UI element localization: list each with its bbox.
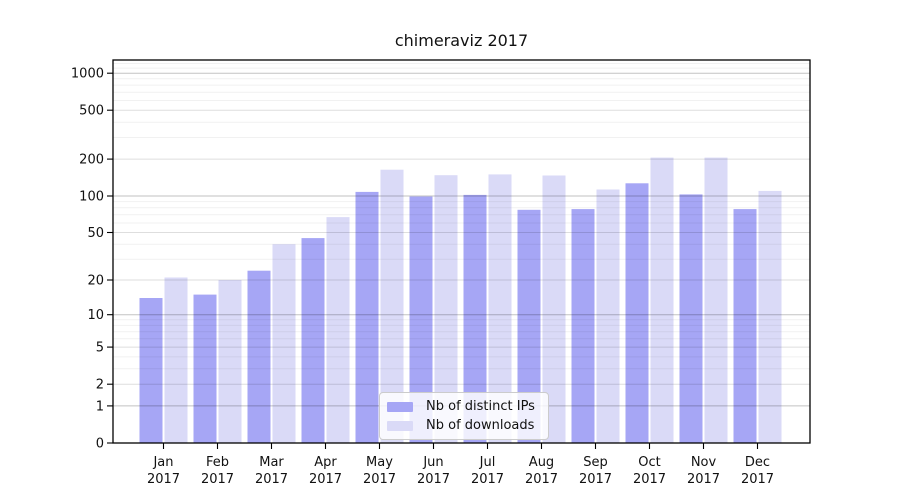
legend-item-downloads: Nb of downloads bbox=[387, 418, 535, 433]
bar-distinct-ips-5 bbox=[409, 196, 433, 443]
y-tick-label: 500 bbox=[79, 104, 104, 119]
y-tick-label: 0 bbox=[96, 437, 104, 452]
bar-downloads-1 bbox=[218, 280, 242, 443]
x-tick-label-month: Aug bbox=[529, 455, 554, 470]
x-tick-label-month: Apr bbox=[314, 455, 337, 470]
x-tick-label-month: Jun bbox=[422, 455, 443, 470]
legend: Nb of distinct IPs Nb of downloads bbox=[379, 392, 549, 440]
bar-downloads-5 bbox=[434, 175, 458, 443]
bar-downloads-9 bbox=[650, 157, 674, 443]
x-tick-label-year: 2017 bbox=[579, 472, 612, 487]
x-tick-label-year: 2017 bbox=[201, 472, 234, 487]
x-tick-label-month: Mar bbox=[259, 455, 284, 470]
legend-item-distinct-ips: Nb of distinct IPs bbox=[387, 399, 535, 414]
bar-distinct-ips-11 bbox=[733, 209, 757, 443]
bar-distinct-ips-6 bbox=[463, 194, 487, 443]
bar-distinct-ips-1 bbox=[193, 294, 217, 443]
x-tick-label-year: 2017 bbox=[363, 472, 396, 487]
plot-border bbox=[112, 59, 811, 444]
x-tick-label-year: 2017 bbox=[255, 472, 288, 487]
bar-distinct-ips-3 bbox=[301, 238, 325, 443]
bar-distinct-ips-9 bbox=[625, 183, 649, 444]
x-tick-label-year: 2017 bbox=[309, 472, 342, 487]
x-tick-label-month: May bbox=[366, 455, 393, 470]
x-tick-label-year: 2017 bbox=[417, 472, 450, 487]
y-tick-label: 1 bbox=[96, 399, 104, 414]
bar-downloads-6 bbox=[488, 174, 512, 443]
bar-distinct-ips-2 bbox=[247, 270, 271, 443]
legend-swatch-distinct-ips bbox=[387, 401, 413, 412]
x-tick-label-year: 2017 bbox=[471, 472, 504, 487]
bar-downloads-2 bbox=[272, 244, 296, 443]
bar-distinct-ips-4 bbox=[355, 191, 379, 443]
x-tick-label-month: Jan bbox=[152, 455, 173, 470]
bar-distinct-ips-7 bbox=[517, 209, 541, 443]
x-tick-label-month: Oct bbox=[638, 455, 660, 470]
bar-distinct-ips-8 bbox=[571, 209, 595, 443]
legend-label-downloads: Nb of downloads bbox=[426, 418, 535, 433]
x-tick-label-year: 2017 bbox=[633, 472, 666, 487]
y-tick-label: 5 bbox=[96, 341, 104, 356]
chart-title: chimeraviz 2017 bbox=[394, 31, 529, 50]
bar-downloads-3 bbox=[326, 217, 350, 443]
y-tick-label: 1000 bbox=[71, 67, 104, 82]
bar-downloads-11 bbox=[758, 190, 782, 443]
x-tick-label-month: Nov bbox=[691, 455, 717, 470]
y-tick-label: 10 bbox=[87, 308, 104, 323]
legend-label-distinct-ips: Nb of distinct IPs bbox=[426, 399, 535, 414]
x-tick-label-month: Feb bbox=[206, 455, 229, 470]
bar-downloads-8 bbox=[596, 189, 620, 443]
x-tick-label-month: Jul bbox=[479, 455, 496, 470]
y-tick-label: 2 bbox=[96, 378, 104, 393]
y-tick-label: 100 bbox=[79, 190, 104, 205]
y-tick-label: 20 bbox=[87, 274, 104, 289]
x-tick-label-month: Sep bbox=[583, 455, 608, 470]
bar-downloads-0 bbox=[164, 277, 188, 443]
x-tick-label-year: 2017 bbox=[525, 472, 558, 487]
legend-swatch-downloads bbox=[387, 420, 413, 431]
bar-downloads-10 bbox=[704, 157, 728, 443]
x-tick-label-month: Dec bbox=[745, 455, 770, 470]
y-tick-label: 50 bbox=[87, 226, 104, 241]
x-tick-label-year: 2017 bbox=[687, 472, 720, 487]
x-tick-label-year: 2017 bbox=[741, 472, 774, 487]
x-tick-label-year: 2017 bbox=[147, 472, 180, 487]
bar-downloads-7 bbox=[542, 175, 566, 443]
bar-downloads-4 bbox=[380, 169, 404, 443]
y-tick-label: 200 bbox=[79, 153, 104, 168]
bar-distinct-ips-10 bbox=[679, 194, 703, 443]
bar-distinct-ips-0 bbox=[139, 298, 163, 443]
